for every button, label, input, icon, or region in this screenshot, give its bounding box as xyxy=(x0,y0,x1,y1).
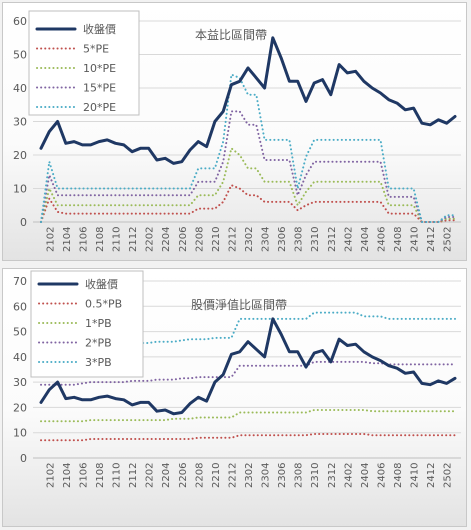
x-tick-label: 2110 xyxy=(112,463,123,488)
x-tick-label: 2308 xyxy=(294,227,305,252)
x-tick-label: 2302 xyxy=(244,227,255,252)
legend-label-收盤價: 收盤價 xyxy=(85,277,118,291)
y-tick-label: 10 xyxy=(13,427,27,440)
x-tick-label: 2312 xyxy=(327,227,338,252)
x-tick-label: 2406 xyxy=(376,463,387,488)
y-tick-label: 0 xyxy=(20,452,27,465)
x-tick-label: 2402 xyxy=(343,227,354,252)
x-tick-label: 2110 xyxy=(112,227,123,252)
x-tick-label: 2310 xyxy=(310,227,321,252)
x-tick-label: 2404 xyxy=(360,463,371,488)
legend-label-1xpb: 1*PB xyxy=(85,317,112,330)
x-tick-label: 2202 xyxy=(145,227,156,252)
legend-label-10xpe: 10*PE xyxy=(83,62,116,75)
legend-label-15xpe: 15*PE xyxy=(83,82,116,95)
x-tick-label: 2304 xyxy=(261,227,272,252)
legend-label-20xpe: 20*PE xyxy=(83,101,116,114)
chart-title: 股價淨值比區間帶 xyxy=(191,297,287,312)
x-tick-label: 2502 xyxy=(443,463,454,488)
legend-label-5xpe: 5*PE xyxy=(83,43,109,56)
y-tick-label: 30 xyxy=(13,116,27,129)
x-tick-label: 2306 xyxy=(277,227,288,252)
x-tick-label: 2208 xyxy=(194,227,205,252)
x-tick-label: 2102 xyxy=(45,463,56,488)
x-tick-label: 2312 xyxy=(327,463,338,488)
pe-band-chart: 0 10 20 30 40 50 60 2102 2104 2106 2108 2110 2112 220… xyxy=(13,10,461,252)
y-tick-label: 40 xyxy=(13,351,27,364)
y-tick-label: 60 xyxy=(13,15,27,28)
x-tick-label: 2310 xyxy=(310,463,321,488)
y-tick-label: 10 xyxy=(13,183,27,196)
pb-band-chart-panel: 0 10 20 30 40 50 60 70 2102 2104 2106 2108 2110 2112 2… xyxy=(2,268,467,527)
x-tick-label: 2102 xyxy=(45,227,56,252)
legend-label-0_5xpb: 0.5*PB xyxy=(85,298,122,311)
x-tick-label: 2404 xyxy=(360,227,371,252)
y-tick-label: 20 xyxy=(13,401,27,414)
y-tick-label: 0 xyxy=(20,216,27,229)
chart-title: 本益比區間帶 xyxy=(195,28,267,42)
y-tick-label: 30 xyxy=(13,376,27,389)
x-tick-label: 2202 xyxy=(145,463,156,488)
y-tick-label: 50 xyxy=(13,49,27,62)
x-tick-label: 2206 xyxy=(178,227,189,252)
x-tick-label: 2112 xyxy=(128,227,139,252)
x-tick-label: 2104 xyxy=(62,227,73,252)
x-tick-label: 2106 xyxy=(78,227,89,252)
legend-label-2xpb: 2*PB xyxy=(85,337,112,350)
x-tick-label: 2308 xyxy=(294,463,305,488)
x-tick-label: 2108 xyxy=(95,227,106,252)
x-tick-label: 2210 xyxy=(211,463,222,488)
x-tick-label: 2206 xyxy=(178,463,189,488)
legend-label-3xpb: 3*PB xyxy=(85,356,112,369)
x-tick-label: 2304 xyxy=(261,463,272,488)
x-tick-label: 2210 xyxy=(211,227,222,252)
series-line-收盤價 xyxy=(39,317,457,416)
x-tick-label: 2408 xyxy=(393,463,404,488)
x-tick-label: 2408 xyxy=(393,227,404,252)
legend-box xyxy=(30,270,144,378)
x-tick-label: 2402 xyxy=(343,463,354,488)
x-tick-label: 2106 xyxy=(78,463,89,488)
series-line-收盤價 xyxy=(39,36,457,165)
x-tick-label: 2302 xyxy=(244,463,255,488)
y-tick-label: 50 xyxy=(13,326,27,339)
y-tick-label: 70 xyxy=(13,275,27,288)
pb-band-chart: 0 10 20 30 40 50 60 70 2102 2104 2106 2108 2110 2112 2… xyxy=(13,270,461,488)
y-tick-label: 60 xyxy=(13,300,27,313)
x-tick-label: 2112 xyxy=(128,463,139,488)
series-line-1xpb xyxy=(40,409,456,423)
y-tick-label: 40 xyxy=(13,82,27,95)
series-line-10xpe xyxy=(40,147,456,223)
x-tick-label: 2204 xyxy=(161,227,172,252)
x-tick-label: 2502 xyxy=(443,227,454,252)
series-line-0_5xpb xyxy=(40,433,456,442)
pe-band-chart-panel: 0 10 20 30 40 50 60 2102 2104 2106 2108 2110 2112 220… xyxy=(2,2,467,261)
x-tick-label: 2204 xyxy=(161,463,172,488)
x-tick-label: 2412 xyxy=(426,463,437,488)
x-tick-label: 2108 xyxy=(95,463,106,488)
legend-label-收盤價: 收盤價 xyxy=(83,22,116,36)
x-tick-label: 2412 xyxy=(426,227,437,252)
series-line-5xpe xyxy=(40,184,456,223)
x-tick-label: 2306 xyxy=(277,463,288,488)
x-tick-label: 2208 xyxy=(194,463,205,488)
x-tick-label: 2406 xyxy=(376,227,387,252)
y-tick-label: 20 xyxy=(13,149,27,162)
x-tick-label: 2212 xyxy=(227,227,238,252)
x-tick-label: 2410 xyxy=(410,463,421,488)
x-tick-label: 2410 xyxy=(410,227,421,252)
x-tick-label: 2104 xyxy=(62,463,73,488)
x-tick-label: 2212 xyxy=(227,463,238,488)
